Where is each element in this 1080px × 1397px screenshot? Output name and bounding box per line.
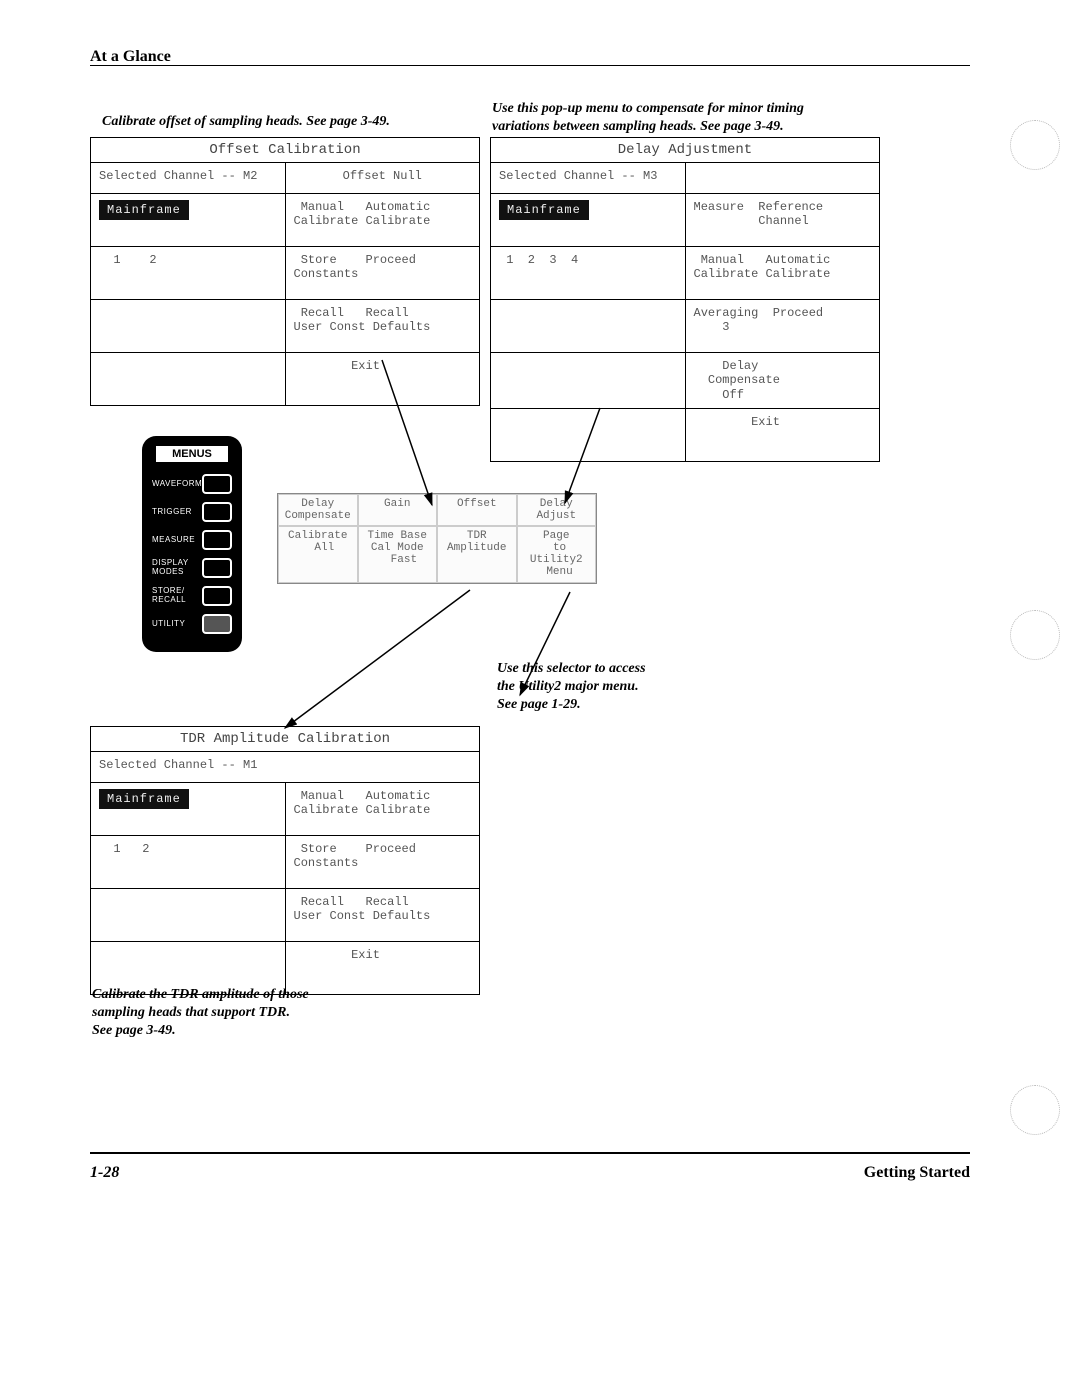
mainframe-chip[interactable]: Mainframe <box>99 200 189 220</box>
menu-label: WAVEFORM <box>152 480 202 489</box>
menus-title: MENUS <box>156 446 228 462</box>
caption-delay: Use this pop-up menu to compensate for m… <box>492 100 892 136</box>
menu-button[interactable] <box>202 530 232 550</box>
caption-tdr: Calibrate the TDR amplitude of those sam… <box>92 986 412 1041</box>
punch-hole-icon <box>1010 610 1060 660</box>
page-header: At a Glance <box>90 48 171 66</box>
offset-row1-right[interactable]: Manual Automatic Calibrate Calibrate <box>285 194 480 246</box>
menu-display-modes[interactable]: DISPLAY MODES <box>150 554 234 582</box>
utility-selector-strip: Delay Compensate Gain Offset Delay Adjus… <box>277 493 597 584</box>
menu-store-recall[interactable]: STORE/ RECALL <box>150 582 234 610</box>
delay-header-right <box>685 163 880 193</box>
menu-button[interactable] <box>202 502 232 522</box>
delay-row4-left <box>491 353 685 408</box>
footer-section: Getting Started <box>864 1164 970 1182</box>
offset-row1-left[interactable]: Mainframe <box>91 194 285 246</box>
delay-panel-title: Delay Adjustment <box>491 138 879 162</box>
offset-row2-left[interactable]: 1 2 <box>91 247 285 299</box>
offset-row4-left <box>91 353 285 405</box>
delay-adjustment-panel: Delay Adjustment Selected Channel -- M3 … <box>490 137 880 462</box>
punch-hole-icon <box>1010 120 1060 170</box>
strip-offset[interactable]: Offset <box>437 494 517 526</box>
delay-row5-left <box>491 409 685 461</box>
menu-label: DISPLAY MODES <box>152 559 189 577</box>
menu-label: MEASURE <box>152 536 195 545</box>
delay-row5-right[interactable]: Exit <box>685 409 880 461</box>
strip-timebase[interactable]: Time Base Cal Mode Fast <box>358 526 438 582</box>
strip-delay-compensate[interactable]: Delay Compensate <box>278 494 358 526</box>
delay-row3-left <box>491 300 685 352</box>
menu-label: UTILITY <box>152 620 185 629</box>
menu-button[interactable] <box>202 586 232 606</box>
menu-button[interactable] <box>202 474 232 494</box>
offset-calibration-panel: Offset Calibration Selected Channel -- M… <box>90 137 480 406</box>
footer-rule <box>90 1152 970 1154</box>
mainframe-chip[interactable]: Mainframe <box>99 789 189 809</box>
menu-utility[interactable]: UTILITY <box>150 610 234 638</box>
tdr-row2-right[interactable]: Store Proceed Constants <box>285 836 480 888</box>
tdr-calibration-panel: TDR Amplitude Calibration Selected Chann… <box>90 726 480 995</box>
offset-row2-right[interactable]: Store Proceed Constants <box>285 247 480 299</box>
menu-button[interactable] <box>202 614 232 634</box>
offset-panel-title: Offset Calibration <box>91 138 479 162</box>
tdr-row1-left[interactable]: Mainframe <box>91 783 285 835</box>
menu-trigger[interactable]: TRIGGER <box>150 498 234 526</box>
tdr-row1-right[interactable]: Manual Automatic Calibrate Calibrate <box>285 783 480 835</box>
mainframe-chip[interactable]: Mainframe <box>499 200 589 220</box>
page-number: 1-28 <box>90 1164 119 1182</box>
punch-hole-icon <box>1010 1085 1060 1135</box>
tdr-selected-channel: Selected Channel -- M1 <box>91 752 479 782</box>
menu-button[interactable] <box>202 558 232 578</box>
top-rule <box>90 65 970 66</box>
strip-tdr-amplitude[interactable]: TDR Amplitude <box>437 526 517 582</box>
menus-panel: MENUS WAVEFORM TRIGGER MEASURE DISPLAY M… <box>142 436 242 652</box>
delay-row1-right[interactable]: Measure Reference Channel <box>685 194 880 246</box>
menu-label: TRIGGER <box>152 508 192 517</box>
strip-delay-adjust[interactable]: Delay Adjust <box>517 494 597 526</box>
offset-row4-right[interactable]: Exit <box>285 353 480 405</box>
strip-page-to-utility2[interactable]: Page to Utility2 Menu <box>517 526 597 582</box>
delay-row2-left[interactable]: 1 2 3 4 <box>491 247 685 299</box>
offset-row3-right[interactable]: Recall Recall User Const Defaults <box>285 300 480 352</box>
offset-right-header: Offset Null <box>285 163 480 193</box>
tdr-panel-title: TDR Amplitude Calibration <box>91 727 479 751</box>
tdr-row2-left[interactable]: 1 2 <box>91 836 285 888</box>
menu-waveform[interactable]: WAVEFORM <box>150 470 234 498</box>
menu-label: STORE/ RECALL <box>152 587 186 605</box>
delay-row3-right[interactable]: Averaging Proceed 3 <box>685 300 880 352</box>
caption-selector: Use this selector to access the Utility2… <box>497 660 646 715</box>
delay-row1-left[interactable]: Mainframe <box>491 194 685 246</box>
tdr-row3-left <box>91 889 285 941</box>
offset-selected-channel: Selected Channel -- M2 <box>91 163 285 193</box>
strip-gain[interactable]: Gain <box>358 494 438 526</box>
delay-selected-channel: Selected Channel -- M3 <box>491 163 685 193</box>
caption-offset: Calibrate offset of sampling heads. See … <box>102 113 390 131</box>
menu-measure[interactable]: MEASURE <box>150 526 234 554</box>
delay-row2-right[interactable]: Manual Automatic Calibrate Calibrate <box>685 247 880 299</box>
tdr-row3-right[interactable]: Recall Recall User Const Defaults <box>285 889 480 941</box>
delay-row4-right[interactable]: Delay Compensate Off <box>685 353 880 408</box>
strip-calibrate-all[interactable]: Calibrate All <box>278 526 358 582</box>
offset-row3-left <box>91 300 285 352</box>
